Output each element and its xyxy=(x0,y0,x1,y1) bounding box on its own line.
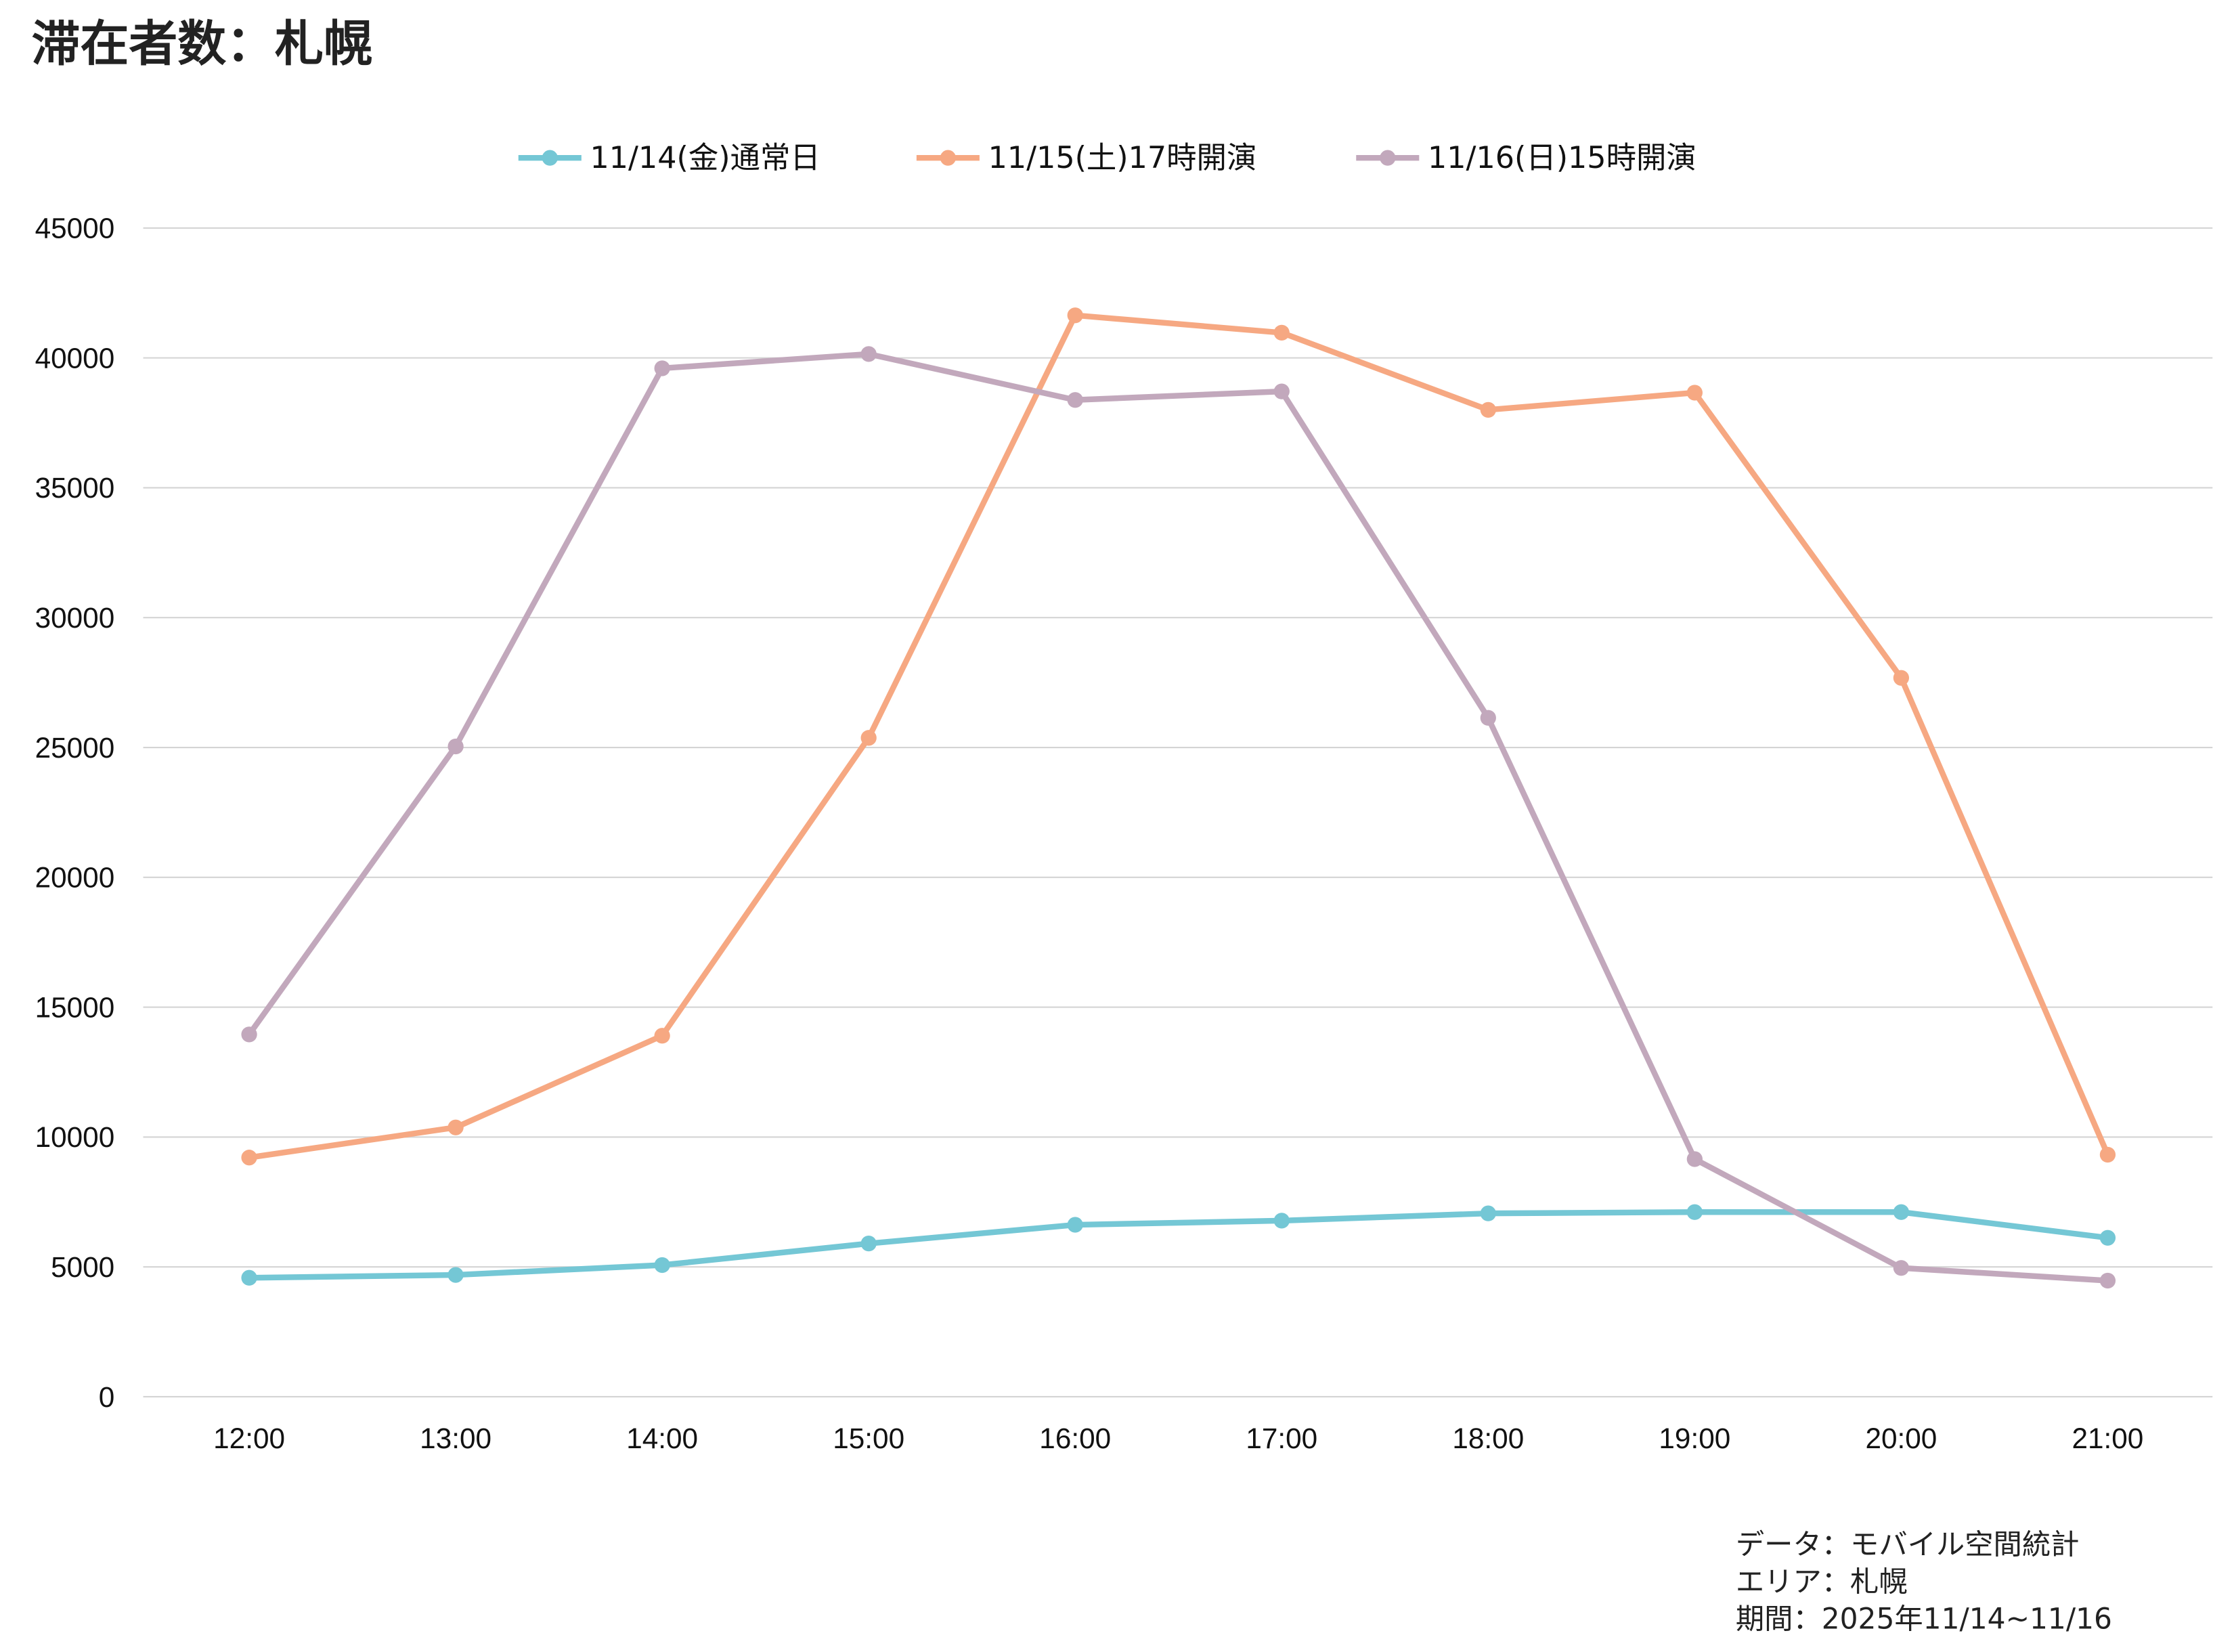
series-line xyxy=(248,312,2111,1160)
data-point xyxy=(1067,1217,1083,1233)
data-point xyxy=(1480,401,1496,418)
data-point xyxy=(1273,324,1290,341)
legend: 11/14(金)通常日 11/15(土)17時開演 11/16(日)15時開演 xyxy=(518,141,1696,175)
y-tick-label: 20000 xyxy=(35,862,115,894)
y-tick-label: 15000 xyxy=(35,991,115,1023)
y-tick-label: 40000 xyxy=(35,342,115,374)
note-period: 期間：2025年11/14~11/16 xyxy=(1736,1603,2112,1636)
data-point xyxy=(1893,1260,1910,1276)
x-tick-label: 15:00 xyxy=(833,1422,904,1454)
y-tick-label: 0 xyxy=(99,1381,115,1413)
series-lines xyxy=(241,307,2116,1289)
data-point xyxy=(860,346,877,362)
data-point xyxy=(860,1236,877,1252)
data-point xyxy=(2099,1272,2116,1289)
x-tick-label: 19:00 xyxy=(1659,1422,1730,1454)
y-tick-label: 35000 xyxy=(35,472,115,504)
data-point xyxy=(1480,710,1496,726)
data-point xyxy=(654,1028,670,1044)
legend-label: 11/14(金)通常日 xyxy=(590,141,820,175)
data-point xyxy=(1067,307,1083,324)
data-point xyxy=(654,360,670,376)
data-point xyxy=(241,1269,257,1286)
data-point xyxy=(1686,1151,1703,1167)
data-point xyxy=(654,1257,670,1274)
data-point xyxy=(1273,1213,1290,1229)
data-point xyxy=(1067,392,1083,408)
x-tick-label: 16:00 xyxy=(1039,1422,1111,1454)
data-point xyxy=(241,1026,257,1043)
legend-marker xyxy=(940,150,957,166)
data-point xyxy=(1893,670,1910,686)
legend-item[interactable]: 11/15(土)17時開演 xyxy=(916,141,1257,175)
note-area: エリア：札幌 xyxy=(1736,1565,1908,1599)
legend-label: 11/15(土)17時開演 xyxy=(988,141,1257,175)
x-tick-label: 20:00 xyxy=(1865,1422,1937,1454)
legend-label: 11/16(日)15時開演 xyxy=(1428,141,1696,175)
data-point xyxy=(1893,1204,1910,1220)
note-data-source: データ：モバイル空間統計 xyxy=(1736,1528,2080,1561)
data-point xyxy=(2099,1230,2116,1246)
y-axis: 0 5000 10000 15000 20000 25000 30000 35000 40000… xyxy=(35,213,115,1413)
data-point xyxy=(2099,1146,2116,1163)
y-tick-label: 5000 xyxy=(51,1251,114,1283)
data-point xyxy=(447,1119,464,1135)
series-0 xyxy=(241,1204,2116,1286)
x-tick-label: 12:00 xyxy=(213,1422,285,1454)
legend-marker xyxy=(1380,150,1396,166)
x-axis: 12:00 13:00 14:00 15:00 16:00 17:00 18:00 19:00… xyxy=(213,1422,2143,1454)
chart-title: 滞在者数：札幌 xyxy=(32,15,372,72)
series-2 xyxy=(241,346,2116,1289)
series-line xyxy=(246,351,2108,1284)
data-point xyxy=(1686,1204,1703,1220)
data-point xyxy=(1273,383,1290,399)
data-point xyxy=(860,730,877,746)
y-tick-label: 45000 xyxy=(35,213,115,244)
data-point xyxy=(1686,385,1703,401)
series-line xyxy=(249,1209,2108,1281)
x-tick-label: 14:00 xyxy=(626,1422,698,1454)
y-tick-label: 30000 xyxy=(35,602,115,634)
x-tick-label: 21:00 xyxy=(2072,1422,2143,1454)
data-point xyxy=(1480,1205,1496,1221)
series-1 xyxy=(241,307,2116,1166)
legend-item[interactable]: 11/16(日)15時開演 xyxy=(1356,141,1696,175)
data-point xyxy=(241,1150,257,1166)
legend-item[interactable]: 11/14(金)通常日 xyxy=(518,141,820,175)
legend-marker xyxy=(542,150,558,166)
data-point xyxy=(447,738,464,755)
y-tick-label: 10000 xyxy=(35,1121,115,1153)
x-tick-label: 18:00 xyxy=(1452,1422,1524,1454)
gridlines xyxy=(143,227,2213,1398)
x-tick-label: 13:00 xyxy=(420,1422,491,1454)
data-point xyxy=(447,1267,464,1283)
y-tick-label: 25000 xyxy=(35,732,115,764)
x-tick-label: 17:00 xyxy=(1246,1422,1317,1454)
